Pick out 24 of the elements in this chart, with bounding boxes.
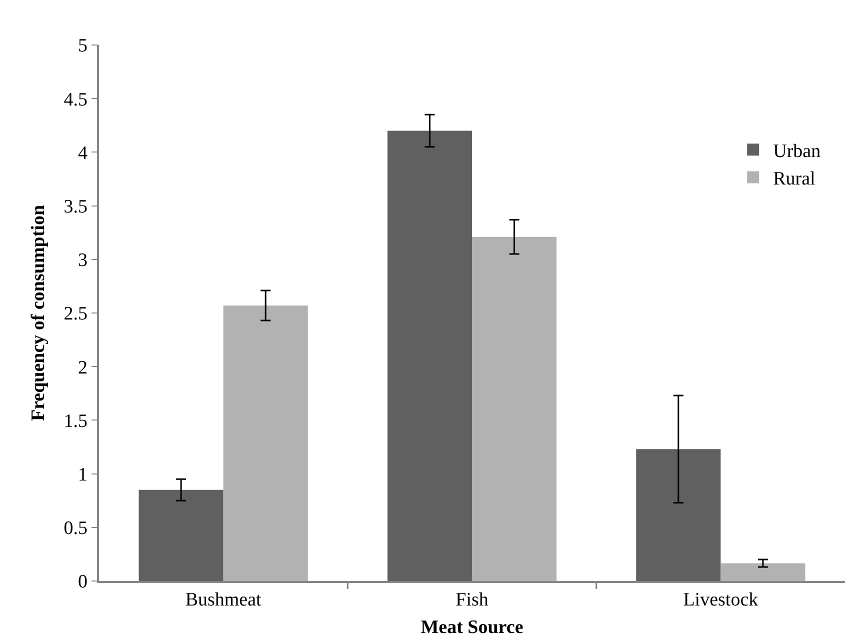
y-tick-label: 4.5 bbox=[64, 89, 88, 110]
bar bbox=[720, 563, 806, 581]
legend-label: Rural bbox=[773, 168, 816, 190]
bar bbox=[223, 306, 308, 581]
x-tick-label: Livestock bbox=[683, 590, 759, 611]
y-tick-label: 0.5 bbox=[64, 518, 88, 540]
y-tick-label: 0 bbox=[78, 572, 88, 593]
y-tick-label: 4 bbox=[78, 142, 88, 164]
y-tick-label: 2.5 bbox=[64, 304, 88, 325]
x-tick-label: Fish bbox=[456, 590, 489, 611]
bar bbox=[472, 236, 557, 581]
x-tick-label: Bushmeat bbox=[185, 590, 262, 611]
x-axis-title: Meat Source bbox=[420, 616, 524, 638]
y-tick-label: 3 bbox=[78, 250, 88, 272]
y-tick-label: 3.5 bbox=[64, 196, 88, 218]
y-axis-title: Frequency of consumption bbox=[28, 204, 50, 422]
bar bbox=[636, 449, 721, 581]
y-tick-label: 1.5 bbox=[64, 410, 88, 432]
y-tick-label: 5 bbox=[78, 36, 88, 57]
legend-label: Urban bbox=[773, 141, 822, 162]
y-tick-label: 1 bbox=[78, 464, 88, 486]
y-tick-label: 2 bbox=[78, 357, 88, 378]
bar bbox=[138, 490, 224, 581]
bar bbox=[387, 130, 472, 581]
